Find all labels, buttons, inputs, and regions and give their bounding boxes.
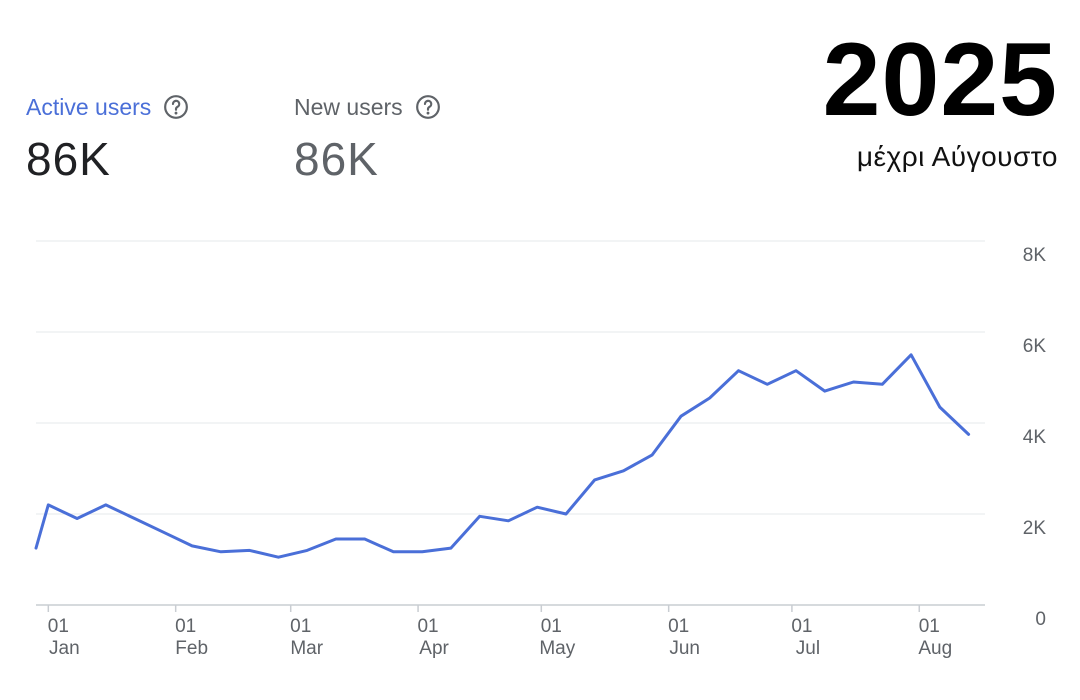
- x-tick-day-label: 01: [290, 616, 311, 637]
- x-tick-month-label: Jun: [669, 638, 700, 659]
- x-tick-month-label: May: [539, 638, 575, 659]
- year-overlay: 2025 μέχρι Αύγουστο: [823, 24, 1058, 174]
- x-tick-month-label: Jan: [49, 638, 80, 659]
- x-tick-month-label: Mar: [290, 638, 323, 659]
- x-tick-day-label: 01: [919, 616, 940, 637]
- x-tick-day-label: 01: [48, 616, 69, 637]
- active-users-label: Active users: [26, 94, 152, 120]
- y-tick-label: 0: [1035, 609, 1046, 630]
- active-users-value: 86K: [26, 133, 111, 185]
- y-tick-label: 6K: [1023, 336, 1047, 357]
- new-users-label-row[interactable]: New users: [294, 92, 441, 122]
- x-tick-day-label: 01: [791, 616, 812, 637]
- help-icon[interactable]: [163, 94, 189, 120]
- new-users-label: New users: [294, 94, 403, 120]
- y-tick-label: 2K: [1023, 518, 1047, 539]
- y-tick-label: 8K: [1023, 245, 1047, 266]
- new-users-value: 86K: [294, 133, 379, 185]
- x-tick-month-label: Jul: [796, 638, 820, 659]
- year-subtitle: μέχρι Αύγουστο: [856, 141, 1058, 172]
- series-line: [34, 353, 971, 559]
- active-users-metric[interactable]: Active users 86K: [26, 92, 189, 186]
- active-users-label-row[interactable]: Active users: [26, 92, 189, 122]
- year-title: 2025: [822, 22, 1058, 138]
- x-tick-day-label: 01: [175, 616, 196, 637]
- x-tick-month-label: Apr: [419, 638, 449, 659]
- y-tick-label: 4K: [1023, 427, 1047, 448]
- x-tick-month-label: Aug: [918, 638, 952, 659]
- help-icon[interactable]: [415, 94, 441, 120]
- x-tick-month-label: Feb: [175, 638, 208, 659]
- new-users-metric[interactable]: New users 86K: [294, 92, 441, 186]
- x-tick-day-label: 01: [541, 616, 562, 637]
- x-tick-day-label: 01: [417, 616, 438, 637]
- x-tick-day-label: 01: [668, 616, 689, 637]
